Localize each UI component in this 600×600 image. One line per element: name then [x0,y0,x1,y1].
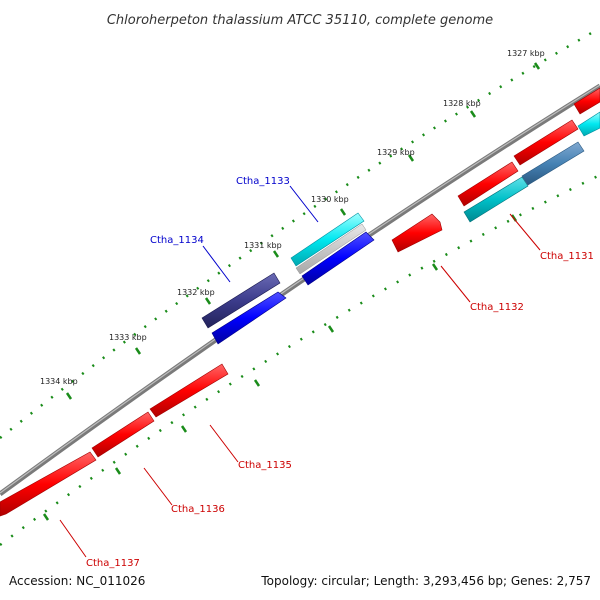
leader-ctha-1135 [210,425,238,462]
gene-ctha-1132[interactable] [392,214,442,252]
leader-lines [60,186,540,557]
scale-label-1329: 1329 kbp [377,148,415,157]
inner-major-ticks [44,215,516,520]
gene-label-ctha-1134[interactable]: Ctha_1134 [150,235,204,246]
scale-label-1331: 1331 kbp [244,241,282,250]
scale-label-1328: 1328 kbp [443,99,481,108]
gene-ctha-1135[interactable] [150,364,228,417]
gene-ctha-1133[interactable] [291,213,374,285]
gene-ctha-1134[interactable] [202,273,286,344]
scale-label-1333: 1333 kbp [109,333,147,342]
scale-label-1332: 1332 kbp [177,288,215,297]
gene-label-ctha-1136[interactable]: Ctha_1136 [171,504,225,515]
scale-label-1334: 1334 kbp [40,377,78,386]
map-title: Chloroherpeton thalassium ATCC 35110, co… [107,13,493,28]
outer-major-ticks [67,63,539,399]
gene-label-ctha-1131[interactable]: Ctha_1131 [540,251,594,262]
leader-ctha-1136 [144,468,172,505]
scale-label-1330: 1330 kbp [311,195,349,204]
gene-label-ctha-1132[interactable]: Ctha_1132 [470,302,524,313]
inner-tick-arc [0,175,600,545]
outer-tick-arc [0,28,600,438]
leader-ctha-1132 [441,266,470,302]
genome-summary-text: Topology: circular; Length: 3,293,456 bp… [260,574,591,588]
gene-label-ctha-1135[interactable]: Ctha_1135 [238,460,292,471]
scale-label-1327: 1327 kbp [507,49,545,58]
leader-ctha-1137 [60,520,86,557]
leader-ctha-1133 [290,186,318,222]
gene-label-ctha-1137[interactable]: Ctha_1137 [86,558,140,569]
leader-ctha-1134 [203,246,230,282]
gene-label-ctha-1133[interactable]: Ctha_1133 [236,176,290,187]
leader-ctha-1131 [510,214,540,250]
genome-backbone [0,86,600,494]
accession-text: Accession: NC_011026 [9,574,145,588]
